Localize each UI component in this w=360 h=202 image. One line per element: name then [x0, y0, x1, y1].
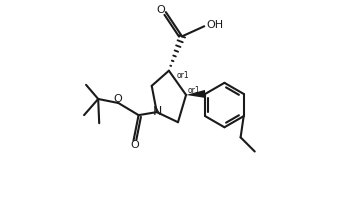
Text: or1: or1 [188, 86, 201, 95]
Text: or1: or1 [177, 71, 190, 80]
Text: O: O [131, 140, 140, 150]
Text: OH: OH [206, 20, 223, 30]
Text: O: O [157, 5, 165, 15]
Text: O: O [113, 94, 122, 104]
Text: N: N [153, 105, 162, 118]
Polygon shape [186, 90, 206, 98]
